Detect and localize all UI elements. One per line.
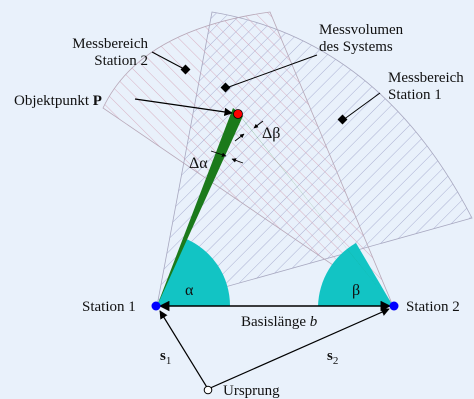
station1-marker (151, 301, 161, 311)
range-station1-label-line1: Messbereich (388, 70, 464, 86)
delta-alpha-arrow-top (210, 150, 227, 157)
range-station1-label-line2: Station 1 (388, 87, 442, 103)
volume-label-line1: Messvolumen (319, 22, 404, 38)
range-station2-leader (151, 51, 187, 71)
ray-station2 (237, 112, 393, 306)
delta-beta-arrow-right (253, 120, 264, 129)
s2-label: s2 (327, 348, 338, 367)
volume-pointer (220, 82, 231, 93)
delta-beta-label: Δβ (262, 125, 280, 142)
ray-station1 (157, 108, 243, 306)
delta-alpha-arrow-bottom (231, 158, 244, 164)
range-station2-label-line1: Messbereich (72, 36, 148, 52)
volume-label-line2: des Systems (319, 39, 393, 55)
measurement-range-station2 (102, 11, 394, 308)
range-station1-leader (342, 92, 381, 121)
object-point-leader (134, 98, 233, 117)
origin-marker (203, 385, 213, 395)
vector-s2 (207, 308, 390, 390)
object-point-marker (233, 109, 243, 119)
alpha-label: α (185, 282, 194, 299)
object-point-label: Objektpunkt P (14, 93, 102, 109)
vector-s1 (159, 310, 209, 390)
origin-label: Ursprung (223, 383, 280, 399)
delta-alpha-label: Δα (189, 155, 208, 172)
station1-label: Station 1 (82, 299, 136, 315)
baseline-label: Basislänge b (241, 314, 318, 330)
volume-leader (225, 54, 318, 89)
range-station2-pointer (180, 64, 191, 75)
station2-marker (389, 301, 399, 311)
range-station2-label-line2: Station 2 (94, 53, 148, 69)
angle-beta-sector (318, 243, 393, 306)
delta-beta-arrow-left (234, 133, 245, 142)
beta-label: β (352, 282, 360, 299)
angle-alpha-sector (157, 238, 231, 306)
s1-label: s1 (160, 348, 171, 367)
station2-label: Station 2 (406, 299, 460, 315)
